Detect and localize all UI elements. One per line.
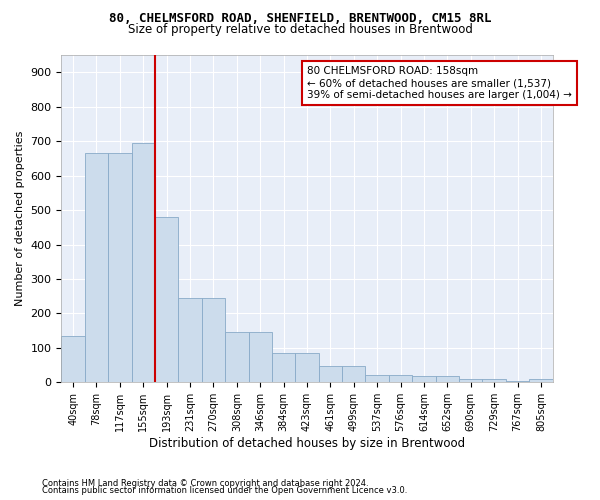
- Bar: [202, 298, 225, 382]
- Bar: [412, 376, 436, 382]
- Bar: [131, 143, 155, 382]
- Bar: [155, 217, 178, 382]
- Bar: [178, 298, 202, 382]
- Bar: [61, 336, 85, 382]
- Bar: [506, 380, 529, 382]
- Text: 80 CHELMSFORD ROAD: 158sqm
← 60% of detached houses are smaller (1,537)
39% of s: 80 CHELMSFORD ROAD: 158sqm ← 60% of deta…: [307, 66, 572, 100]
- Bar: [295, 353, 319, 382]
- Text: Contains public sector information licensed under the Open Government Licence v3: Contains public sector information licen…: [42, 486, 407, 495]
- Bar: [529, 379, 553, 382]
- Text: Contains HM Land Registry data © Crown copyright and database right 2024.: Contains HM Land Registry data © Crown c…: [42, 478, 368, 488]
- Text: Size of property relative to detached houses in Brentwood: Size of property relative to detached ho…: [128, 22, 472, 36]
- Bar: [225, 332, 248, 382]
- Text: 80, CHELMSFORD ROAD, SHENFIELD, BRENTWOOD, CM15 8RL: 80, CHELMSFORD ROAD, SHENFIELD, BRENTWOO…: [109, 12, 491, 26]
- Bar: [459, 378, 482, 382]
- Bar: [342, 366, 365, 382]
- Bar: [482, 379, 506, 382]
- Bar: [85, 153, 108, 382]
- Bar: [365, 375, 389, 382]
- X-axis label: Distribution of detached houses by size in Brentwood: Distribution of detached houses by size …: [149, 437, 465, 450]
- Bar: [389, 375, 412, 382]
- Bar: [108, 153, 131, 382]
- Bar: [272, 353, 295, 382]
- Bar: [248, 332, 272, 382]
- Bar: [319, 366, 342, 382]
- Bar: [436, 376, 459, 382]
- Y-axis label: Number of detached properties: Number of detached properties: [15, 131, 25, 306]
